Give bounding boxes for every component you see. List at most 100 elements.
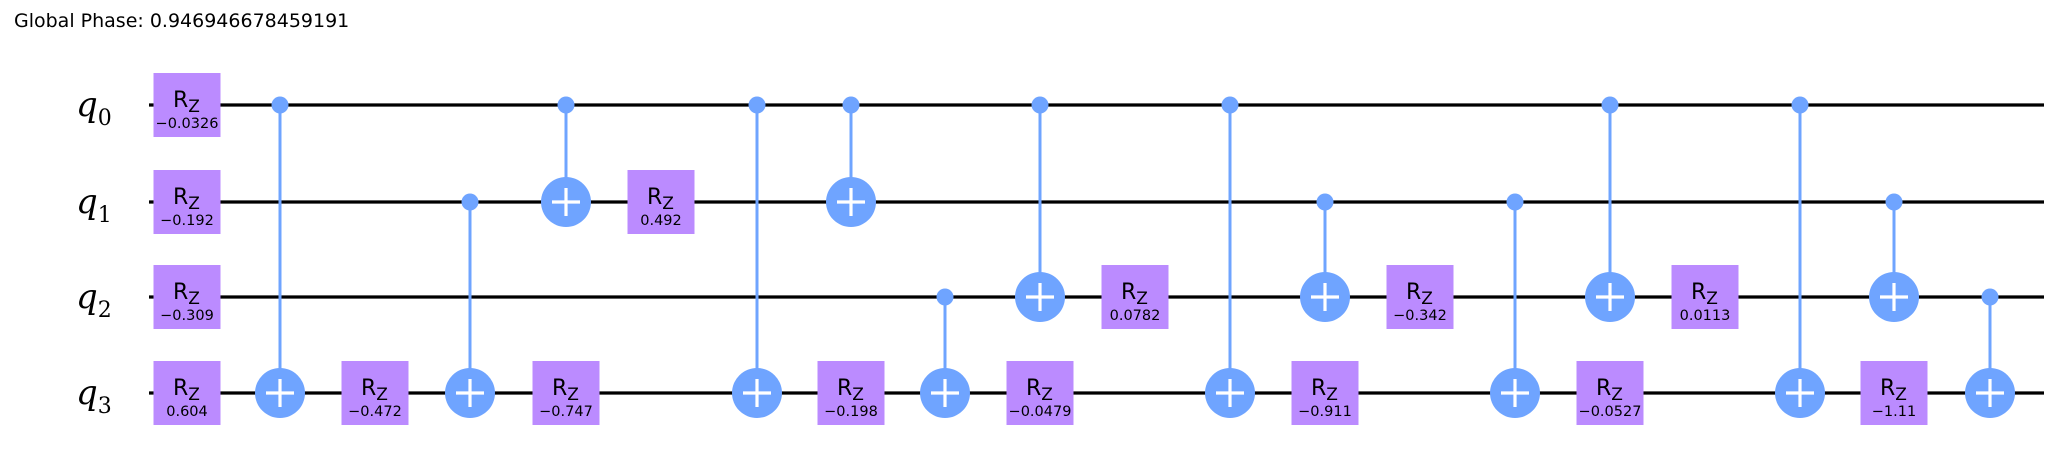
rz-gate-box bbox=[1386, 265, 1454, 329]
rz-gate-label-base: R bbox=[361, 376, 376, 401]
cnot-gate-q0-q2 bbox=[1585, 96, 1635, 322]
qubit-label-q3: q3 bbox=[76, 373, 112, 419]
rz-gate-param: −0.911 bbox=[1298, 404, 1352, 420]
rz-gate-q2: RZ−0.309 bbox=[153, 265, 221, 329]
control-dot bbox=[461, 193, 479, 211]
qubit-label-name: q bbox=[76, 182, 98, 222]
control-dot bbox=[1885, 193, 1903, 211]
rz-gate-label-sub: Z bbox=[376, 385, 388, 405]
rz-gate-q3: RZ−0.911 bbox=[1291, 361, 1359, 425]
qubit-label-index: 1 bbox=[98, 203, 112, 228]
rz-gate-label-base: R bbox=[1311, 376, 1326, 401]
rz-gate-box bbox=[153, 73, 221, 137]
control-dot bbox=[936, 288, 954, 306]
control-dot bbox=[1791, 96, 1809, 114]
rz-gate-q2: RZ0.0782 bbox=[1101, 265, 1169, 329]
rz-gate-box bbox=[532, 361, 600, 425]
rz-gate-q3: RZ−1.11 bbox=[1860, 361, 1928, 425]
rz-gate-label: RZ bbox=[173, 88, 200, 117]
rz-gate-param: −0.472 bbox=[348, 404, 402, 420]
rz-gate-box bbox=[153, 265, 221, 329]
control-dot bbox=[1601, 96, 1619, 114]
rz-gate-label-sub: Z bbox=[1895, 385, 1907, 405]
rz-gate-label-base: R bbox=[173, 376, 188, 401]
rz-gate-label: RZ bbox=[1026, 376, 1053, 405]
rz-gate-label-sub: Z bbox=[567, 385, 579, 405]
control-dot bbox=[557, 96, 575, 114]
rz-gate-label-sub: Z bbox=[188, 97, 200, 117]
rz-gate-param: −0.198 bbox=[824, 404, 878, 420]
qubit-label-index: 2 bbox=[98, 298, 112, 323]
rz-gate-box bbox=[817, 361, 885, 425]
qubit-label-name: q bbox=[76, 373, 98, 413]
rz-gate-label-sub: Z bbox=[1326, 385, 1338, 405]
rz-gate-label-sub: Z bbox=[662, 194, 674, 214]
rz-gate-label: RZ bbox=[837, 376, 864, 405]
rz-gate-label: RZ bbox=[173, 185, 200, 214]
control-dot bbox=[1506, 193, 1524, 211]
rz-gate-label: RZ bbox=[361, 376, 388, 405]
rz-gate-label: RZ bbox=[1596, 376, 1623, 405]
rz-gate-param: −0.747 bbox=[539, 404, 593, 420]
rz-gate-label-base: R bbox=[173, 185, 188, 210]
qubit-label-name: q bbox=[76, 277, 98, 317]
rz-gate-label-base: R bbox=[837, 376, 852, 401]
qubit-label-q1: q1 bbox=[76, 182, 112, 228]
rz-gate-param: 0.0782 bbox=[1110, 308, 1161, 324]
rz-gate-label: RZ bbox=[1880, 376, 1907, 405]
rz-gate-label-sub: Z bbox=[1421, 289, 1433, 309]
rz-gate-box bbox=[1860, 361, 1928, 425]
rz-gate-param: −0.342 bbox=[1393, 308, 1447, 324]
rz-gate-q3: RZ0.604 bbox=[153, 361, 221, 425]
rz-gate-q3: RZ−0.0527 bbox=[1576, 361, 1644, 425]
cnot-gate-q0-q1 bbox=[541, 96, 591, 227]
rz-gate-box bbox=[1291, 361, 1359, 425]
cnot-gate-q0-q3 bbox=[255, 96, 305, 418]
rz-gate-box bbox=[153, 361, 221, 425]
cnot-gate-q0-q3 bbox=[1205, 96, 1255, 418]
qubit-label-q2: q2 bbox=[76, 277, 112, 323]
rz-gate-label-sub: Z bbox=[1041, 385, 1053, 405]
rz-gate-label: RZ bbox=[173, 376, 200, 405]
rz-gate-param: 0.0113 bbox=[1680, 308, 1731, 324]
rz-gate-label-base: R bbox=[1026, 376, 1041, 401]
control-dot bbox=[842, 96, 860, 114]
rz-gate-label-base: R bbox=[1121, 280, 1136, 305]
control-dot bbox=[1031, 96, 1049, 114]
rz-gate-box bbox=[627, 170, 695, 234]
rz-gate-label-base: R bbox=[1596, 376, 1611, 401]
rz-gate-box bbox=[153, 170, 221, 234]
rz-gate-q2: RZ0.0113 bbox=[1671, 265, 1739, 329]
rz-gate-label-base: R bbox=[173, 280, 188, 305]
global-phase-label: Global Phase: 0.946946678459191 bbox=[14, 10, 350, 32]
control-dot bbox=[1316, 193, 1334, 211]
cnot-gate-q1-q2 bbox=[1300, 193, 1350, 322]
qubit-label-q0: q0 bbox=[76, 85, 112, 131]
cnot-gate-q0-q3 bbox=[1775, 96, 1825, 418]
rz-gate-label: RZ bbox=[173, 280, 200, 309]
rz-gate-label-sub: Z bbox=[1611, 385, 1623, 405]
rz-gate-box bbox=[1671, 265, 1739, 329]
rz-gate-label: RZ bbox=[1406, 280, 1433, 309]
cnot-gate-q1-q3 bbox=[1490, 193, 1540, 418]
rz-gate-q3: RZ−0.198 bbox=[817, 361, 885, 425]
rz-gate-label-sub: Z bbox=[188, 194, 200, 214]
rz-gate-param: −0.0527 bbox=[1579, 404, 1642, 420]
rz-gate-label: RZ bbox=[1311, 376, 1338, 405]
rz-gate-label-base: R bbox=[1691, 280, 1706, 305]
qubit-label-index: 3 bbox=[98, 394, 112, 419]
rz-gate-param: −1.11 bbox=[1872, 404, 1916, 420]
rz-gate-param: 0.604 bbox=[166, 404, 208, 420]
rz-gate-box bbox=[1006, 361, 1074, 425]
rz-gate-q3: RZ−0.472 bbox=[341, 361, 409, 425]
cnot-gate-q0-q2 bbox=[1015, 96, 1065, 322]
qubit-label-name: q bbox=[76, 85, 98, 125]
rz-gate-label-sub: Z bbox=[188, 289, 200, 309]
rz-gate-q3: RZ−0.0479 bbox=[1006, 361, 1074, 425]
rz-gate-q1: RZ0.492 bbox=[627, 170, 695, 234]
cnot-gate-q0-q1 bbox=[826, 96, 876, 227]
rz-gate-param: −0.0479 bbox=[1009, 404, 1072, 420]
rz-gate-q2: RZ−0.342 bbox=[1386, 265, 1454, 329]
